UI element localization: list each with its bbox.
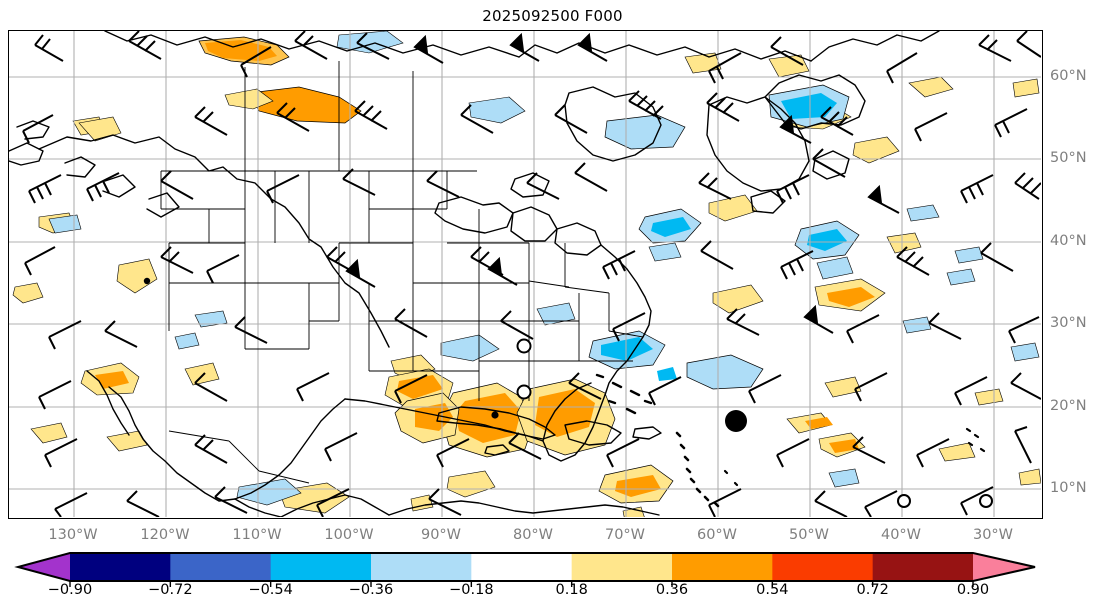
colorbar-bin xyxy=(270,553,372,581)
lon-tick-label: 120°W xyxy=(140,527,190,543)
coastline-layer xyxy=(9,31,986,517)
colorbar-canvas xyxy=(14,552,1036,587)
colorbar-tick-label: 0.36 xyxy=(655,582,689,598)
lon-tick-label: 100°W xyxy=(324,527,374,543)
colorbar-tick-label: 0.72 xyxy=(856,582,889,598)
colorbar-bin xyxy=(371,553,472,581)
lat-tick-label: 10°N xyxy=(1050,480,1087,496)
colorbar-tick-label: 0.90 xyxy=(956,582,990,598)
colorbar-tick-label: −0.90 xyxy=(47,582,93,598)
lon-tick-label: 80°W xyxy=(512,527,554,543)
map-canvas xyxy=(9,31,1041,517)
lat-tick-label: 40°N xyxy=(1050,233,1087,249)
storm-marker-open-3 xyxy=(897,494,911,508)
colorbar-tick-label: −0.36 xyxy=(348,582,394,598)
map-gridlines xyxy=(9,31,1041,517)
lon-tick-label: 130°W xyxy=(48,527,98,543)
lat-tick-label: 30°N xyxy=(1050,315,1087,331)
storm-marker-small-1 xyxy=(143,277,151,285)
storm-marker-open-4 xyxy=(979,494,993,508)
colorbar-bin xyxy=(70,553,171,581)
colorbar-segments xyxy=(18,553,1035,581)
map-plot-area xyxy=(8,30,1043,519)
storm-marker-filled xyxy=(725,410,747,432)
lon-tick-label: 70°W xyxy=(604,527,646,543)
colorbar-tick-label: 0.54 xyxy=(756,582,789,598)
colorbar-bin xyxy=(471,553,573,581)
colorbar-bin xyxy=(571,553,673,581)
colorbar-ticks xyxy=(69,581,974,587)
storm-marker-open-2 xyxy=(516,384,532,400)
contour-fill-layer xyxy=(12,31,1041,517)
colorbar-tick-label: −0.72 xyxy=(148,582,193,598)
colorbar-tick-label: 0.18 xyxy=(555,582,588,598)
lat-tick-label: 20°N xyxy=(1050,398,1087,414)
colorbar-tick-label: −0.54 xyxy=(248,582,293,598)
lon-tick-label: 90°W xyxy=(420,527,462,543)
storm-marker-layer xyxy=(143,277,993,508)
colorbar-bin xyxy=(672,553,773,581)
colorbar-under-arrow xyxy=(18,553,70,581)
colorbar-tick-label: −0.18 xyxy=(449,582,494,598)
lat-tick-label: 50°N xyxy=(1050,150,1087,166)
lon-tick-label: 60°W xyxy=(696,527,738,543)
colorbar-over-arrow xyxy=(973,553,1035,581)
lon-tick-label: 30°W xyxy=(972,527,1014,543)
admin-border-layer xyxy=(160,61,644,484)
wind-barb-layer xyxy=(22,31,1041,517)
colorbar-bin xyxy=(872,553,974,581)
colorbar xyxy=(0,548,1105,588)
storm-marker-small-2 xyxy=(491,411,499,419)
lon-tick-label: 40°W xyxy=(880,527,922,543)
colorbar-bin xyxy=(170,553,272,581)
lon-tick-label: 110°W xyxy=(232,527,282,543)
colorbar-bin xyxy=(772,553,874,581)
storm-marker-open-1 xyxy=(516,338,532,354)
page-title: 2025092500 F000 xyxy=(482,7,623,25)
lon-tick-label: 50°W xyxy=(788,527,830,543)
lat-tick-label: 60°N xyxy=(1050,68,1087,84)
